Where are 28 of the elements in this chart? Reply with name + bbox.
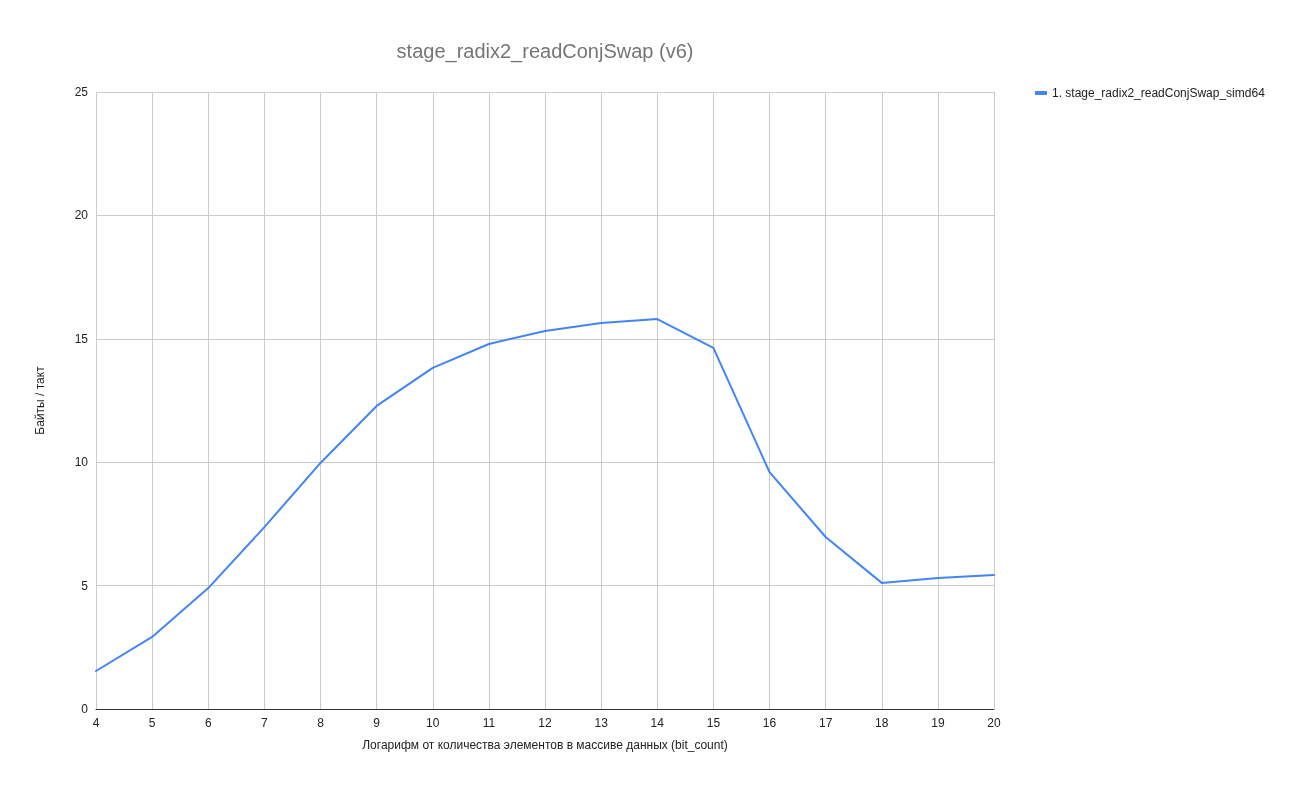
y-tick-label: 15	[74, 331, 89, 346]
x-tick-label: 7	[261, 716, 269, 730]
x-tick-label: 6	[204, 716, 212, 730]
x-tick-label: 15	[706, 716, 721, 730]
y-tick-label: 0	[81, 702, 89, 716]
legend-label: 1. stage_radix2_readConjSwap_simd64	[1052, 86, 1266, 100]
x-tick-label: 10	[426, 716, 440, 730]
x-tick-label: 8	[317, 716, 325, 730]
x-tick-label: 14	[650, 716, 665, 730]
x-tick-label: 17	[818, 716, 833, 730]
y-tick-label: 25	[74, 85, 89, 99]
x-tick-label: 16	[762, 716, 777, 730]
y-axis-title: Байты / такт	[33, 365, 47, 435]
x-tick-label: 18	[875, 716, 889, 730]
y-tick-label: 5	[81, 578, 89, 593]
x-tick-label: 11	[482, 716, 496, 730]
y-tick-label: 20	[74, 208, 89, 223]
x-tick-label: 5	[148, 716, 156, 730]
x-tick-label: 9	[373, 716, 381, 730]
x-tick-label: 20	[987, 716, 1001, 730]
x-tick-label: 4	[92, 716, 100, 730]
x-tick-label: 12	[538, 716, 552, 730]
x-tick-label: 13	[594, 716, 609, 730]
y-tick-label: 10	[74, 455, 89, 470]
x-axis-title: Логарифм от количества элементов в массиве данных (bit_count)	[362, 738, 728, 752]
x-tick-label: 19	[931, 716, 945, 730]
chart-title: stage_radix2_readConjSwap (v6)	[396, 40, 694, 63]
line-series	[95, 318, 995, 672]
